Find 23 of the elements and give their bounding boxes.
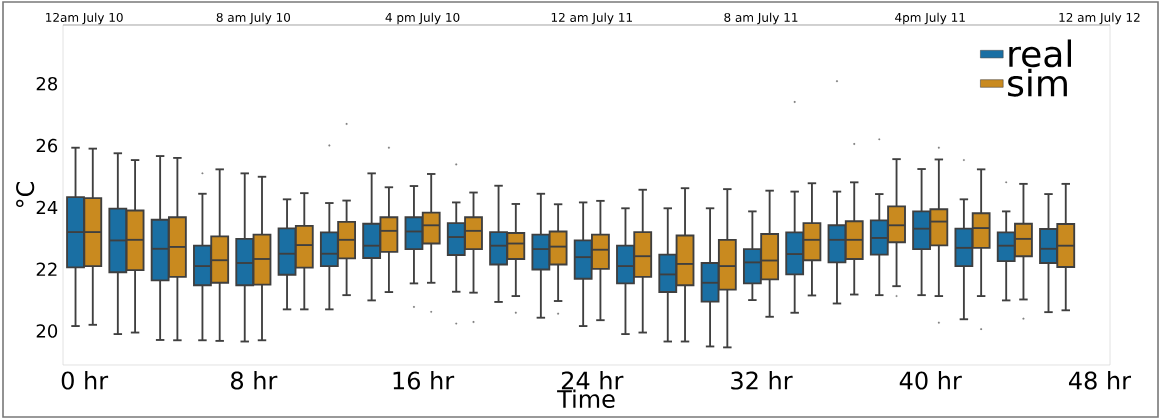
x2-tick-label: 8 am July 10 — [216, 12, 291, 25]
x-tick-label: 8 hr — [231, 371, 278, 390]
y-tick-label: 20 — [36, 324, 58, 338]
y-tick-label: 26 — [36, 138, 58, 153]
x2-tick-label: 12 am July 12 — [1059, 12, 1140, 25]
y-tick-label: 22 — [36, 262, 57, 276]
y-axis-title: °C — [16, 181, 35, 208]
x-tick-label: 40 hr — [899, 371, 962, 390]
x2-tick-label: 12 am July 11 — [551, 12, 632, 25]
x2-tick-label: 4 pm July 10 — [385, 12, 460, 25]
y-tick-label: 24 — [36, 200, 58, 215]
x-axis-title: Time — [557, 389, 615, 409]
x-tick-label: 16 hr — [393, 371, 455, 390]
x-tick-label: 24 hr — [561, 371, 624, 390]
x2-tick-label: 4pm July 11 — [895, 12, 965, 25]
x-tick-label: 0 hr — [61, 371, 109, 390]
legend-label: sim — [1008, 68, 1067, 97]
y-tick-label: 28 — [36, 76, 58, 91]
x-tick-label: 32 hr — [731, 371, 793, 390]
x2-tick-label: 8 am July 11 — [724, 12, 798, 25]
x2-tick-label: 12am July 10 — [46, 12, 123, 25]
legend-label: real — [1009, 39, 1071, 68]
x-tick-label: 48 hr — [1068, 371, 1132, 390]
